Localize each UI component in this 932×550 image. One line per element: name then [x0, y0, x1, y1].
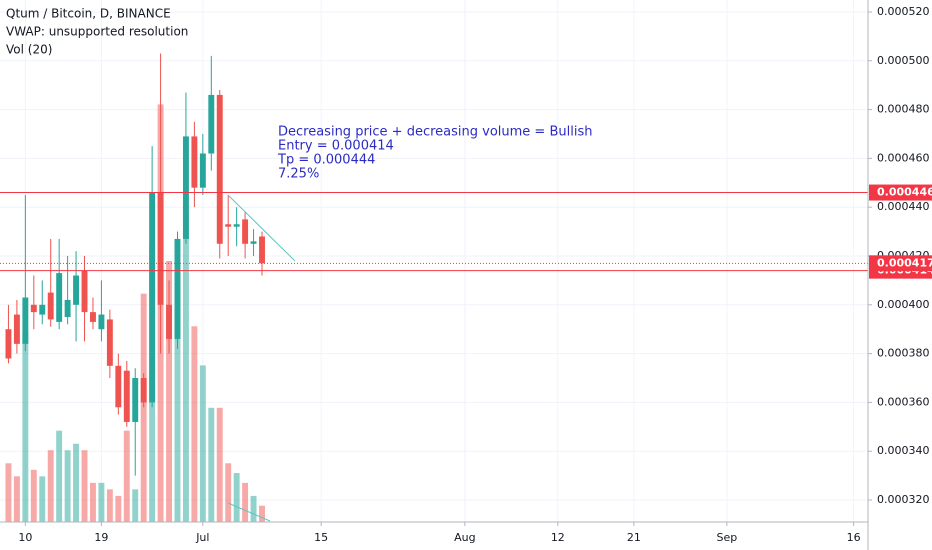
price-label: 0.000446	[877, 186, 932, 199]
candle-body	[81, 270, 88, 313]
volume-bar	[242, 482, 249, 522]
candle-body	[98, 314, 105, 330]
candle-body	[225, 224, 232, 227]
x-tick-label: 15	[314, 531, 328, 544]
candle-body	[73, 275, 80, 305]
x-tick-label: 16	[847, 531, 861, 544]
candle-body	[64, 299, 71, 318]
candle-body	[182, 136, 189, 239]
annotation: Tp = 0.000444	[277, 153, 375, 168]
indicator-label: VWAP: unsupported resolution	[6, 25, 188, 39]
annotation: Decreasing price + decreasing volume = B…	[278, 125, 592, 140]
price-label-bg	[869, 184, 932, 201]
candle-body	[199, 153, 206, 188]
y-tick-label: 0.000320	[877, 493, 930, 506]
volume-bar	[140, 293, 147, 522]
volume-bar	[250, 495, 257, 522]
y-tick-label: 0.000340	[877, 444, 930, 457]
volume-bar	[81, 450, 88, 522]
x-tick-label: Aug	[454, 531, 475, 544]
candle-body	[174, 238, 181, 339]
candle-body	[166, 304, 172, 339]
candle-body	[106, 319, 113, 366]
candle-body	[22, 297, 29, 344]
candle-body	[132, 378, 139, 422]
volume-bar	[39, 476, 46, 522]
volume-bar	[98, 482, 105, 522]
x-tick-label: Sep	[716, 531, 737, 544]
candle-body	[39, 304, 46, 315]
price-label: 0.000417	[877, 256, 932, 269]
volume-bar	[13, 476, 20, 522]
x-tick-label: 19	[94, 531, 108, 544]
volume-bar	[30, 469, 37, 522]
volume-bar	[259, 505, 265, 522]
volume-bar	[191, 326, 198, 522]
candle-body	[242, 219, 249, 244]
y-tick-label: 0.000400	[877, 298, 930, 311]
chart-title: Qtum / Bitcoin, D, BINANCE	[6, 7, 171, 21]
x-tick-label: Jul	[195, 531, 209, 544]
x-tick-label: 12	[551, 531, 565, 544]
x-tick-label: 21	[627, 531, 641, 544]
volume-trend-line	[227, 502, 271, 522]
y-tick-label: 0.000500	[877, 54, 930, 67]
candle-body	[5, 329, 12, 359]
candle-body	[216, 94, 223, 244]
price-label-bg	[869, 255, 932, 272]
volume-bar	[123, 430, 130, 522]
candle-body	[56, 273, 63, 322]
candle-body	[250, 241, 257, 244]
volume-bar	[73, 443, 80, 522]
y-tick-label: 0.000380	[877, 347, 930, 360]
candle-body	[140, 378, 147, 403]
candle-body	[259, 236, 265, 264]
volume-bar	[115, 495, 122, 522]
volume-bar	[208, 407, 215, 522]
y-tick-label: 0.000480	[877, 103, 930, 116]
candle-body	[191, 136, 198, 188]
x-tick-label: 10	[18, 531, 32, 544]
candle-body	[123, 370, 130, 422]
volume-bar	[90, 482, 96, 522]
annotation: 7.25%	[278, 167, 319, 182]
candle-body	[90, 312, 96, 322]
volume-bar	[56, 430, 63, 522]
y-tick-label: 0.000360	[877, 395, 930, 408]
indicator-label: Vol (20)	[6, 43, 52, 57]
candle-body	[13, 314, 20, 344]
volume-bar	[5, 463, 12, 522]
y-tick-label: 0.000460	[877, 151, 930, 164]
candle-body	[115, 365, 122, 408]
volume-bar	[106, 489, 113, 522]
volume-bar	[233, 473, 240, 522]
candle-body	[233, 224, 240, 227]
volume-bar	[199, 365, 206, 522]
y-tick-label: 0.000440	[877, 200, 930, 213]
candle-body	[157, 192, 164, 305]
trend-line	[227, 194, 296, 262]
candle-body	[47, 292, 54, 320]
volume-bar	[174, 277, 181, 522]
candle-body	[149, 192, 156, 403]
volume-bar	[225, 463, 232, 522]
y-tick-label: 0.000520	[877, 5, 930, 18]
annotation: Entry = 0.000414	[278, 139, 394, 154]
volume-bar	[182, 212, 189, 522]
volume-bar	[166, 261, 172, 522]
volume-bar	[22, 332, 29, 522]
volume-bar	[216, 407, 223, 522]
candle-body	[208, 94, 215, 154]
candle-body	[30, 304, 37, 313]
volume-bar	[132, 489, 139, 522]
volume-bar	[64, 450, 71, 522]
volume-bar	[47, 450, 54, 522]
